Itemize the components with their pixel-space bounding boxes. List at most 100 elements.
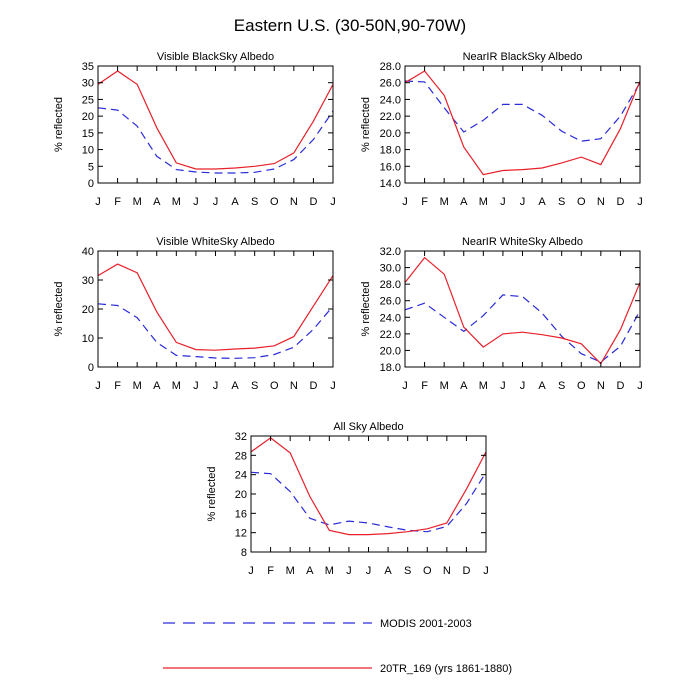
series-line-model [404, 256, 641, 365]
series-line-model [97, 70, 334, 170]
y-tick-label: 10 [82, 145, 94, 157]
x-tick-label: J [95, 380, 101, 392]
y-tick-label: 5 [88, 161, 94, 173]
y-tick-label: 10 [82, 333, 94, 345]
y-tick-label: 25 [82, 94, 94, 106]
y-tick-label: 18.0 [380, 145, 401, 157]
x-tick-label: S [558, 196, 565, 208]
series-line-model [97, 263, 334, 351]
y-tick-label: 22.0 [380, 329, 401, 341]
y-axis-label: % reflected [360, 281, 372, 336]
panel-title: Visible BlackSky Albedo [157, 51, 274, 63]
series-line-modis [250, 471, 487, 533]
x-tick-label: J [248, 565, 254, 577]
y-tick-label: 20.0 [380, 345, 401, 357]
x-tick-label: J [95, 196, 101, 208]
x-tick-label: D [309, 380, 317, 392]
y-axis-label: % reflected [360, 97, 372, 152]
x-tick-label: N [290, 196, 298, 208]
series-line-modis [404, 294, 641, 363]
y-tick-label: 20 [82, 304, 94, 316]
x-tick-label: M [440, 196, 449, 208]
x-tick-label: O [577, 196, 586, 208]
x-tick-label: S [558, 380, 565, 392]
y-tick-label: 14.0 [380, 178, 401, 190]
series-line-modis [97, 303, 334, 359]
x-tick-label: A [460, 196, 468, 208]
x-tick-label: N [597, 196, 605, 208]
panel-title: NearIR WhiteSky Albedo [462, 236, 583, 248]
x-tick-label: A [538, 196, 546, 208]
x-tick-label: J [193, 196, 199, 208]
x-tick-label: J [330, 380, 336, 392]
y-tick-label: 15 [82, 128, 94, 140]
x-tick-label: O [270, 196, 279, 208]
y-tick-label: 30 [82, 275, 94, 287]
y-tick-label: 26.0 [380, 296, 401, 308]
x-tick-label: M [172, 380, 181, 392]
x-tick-label: J [500, 380, 506, 392]
x-tick-label: M [479, 196, 488, 208]
x-tick-label: J [520, 196, 526, 208]
x-tick-label: A [153, 380, 161, 392]
x-tick-label: F [421, 380, 428, 392]
x-tick-label: A [153, 196, 161, 208]
series-line-model [404, 70, 641, 176]
x-tick-label: S [404, 565, 411, 577]
y-tick-label: 32 [235, 431, 247, 443]
x-tick-label: J [213, 196, 219, 208]
x-tick-label: A [538, 380, 546, 392]
y-tick-label: 24.0 [380, 94, 401, 106]
x-tick-label: J [637, 196, 643, 208]
x-tick-label: N [597, 380, 605, 392]
y-tick-label: 20.0 [380, 128, 401, 140]
x-tick-label: J [500, 196, 506, 208]
x-tick-label: J [402, 196, 408, 208]
y-tick-label: 30 [82, 78, 94, 90]
x-tick-label: D [616, 196, 624, 208]
x-tick-label: J [213, 380, 219, 392]
panel-title: All Sky Albedo [333, 421, 403, 433]
x-tick-label: M [133, 380, 142, 392]
x-tick-label: M [325, 565, 334, 577]
y-tick-label: 12 [235, 528, 247, 540]
series-line-modis [97, 107, 334, 174]
y-tick-label: 18.0 [380, 362, 401, 374]
x-tick-label: A [460, 380, 468, 392]
y-tick-label: 35 [82, 61, 94, 73]
panel-title: Visible WhiteSky Albedo [156, 236, 274, 248]
y-tick-label: 16 [235, 508, 247, 520]
plot-frame [97, 65, 334, 184]
x-tick-label: M [172, 196, 181, 208]
x-tick-label: J [366, 565, 372, 577]
x-tick-label: J [330, 196, 336, 208]
y-tick-label: 32.0 [380, 246, 401, 258]
x-tick-label: D [309, 196, 317, 208]
x-tick-label: J [402, 380, 408, 392]
x-tick-label: N [290, 380, 298, 392]
x-tick-label: A [384, 565, 392, 577]
x-tick-label: M [479, 380, 488, 392]
plot-frame [404, 250, 641, 368]
x-tick-label: J [637, 380, 643, 392]
x-tick-label: N [443, 565, 451, 577]
y-tick-label: 28 [235, 450, 247, 462]
y-tick-label: 0 [88, 362, 94, 374]
plot-frame [404, 65, 641, 184]
y-tick-label: 40 [82, 246, 94, 258]
x-tick-label: F [267, 565, 274, 577]
panel-title: NearIR BlackSky Albedo [463, 51, 583, 63]
x-tick-label: J [346, 565, 352, 577]
series-line-modis [404, 80, 641, 142]
y-axis-label: % reflected [53, 97, 65, 152]
x-tick-label: S [251, 380, 258, 392]
y-tick-label: 20 [82, 111, 94, 123]
y-tick-label: 20 [235, 489, 247, 501]
x-tick-label: A [231, 196, 239, 208]
